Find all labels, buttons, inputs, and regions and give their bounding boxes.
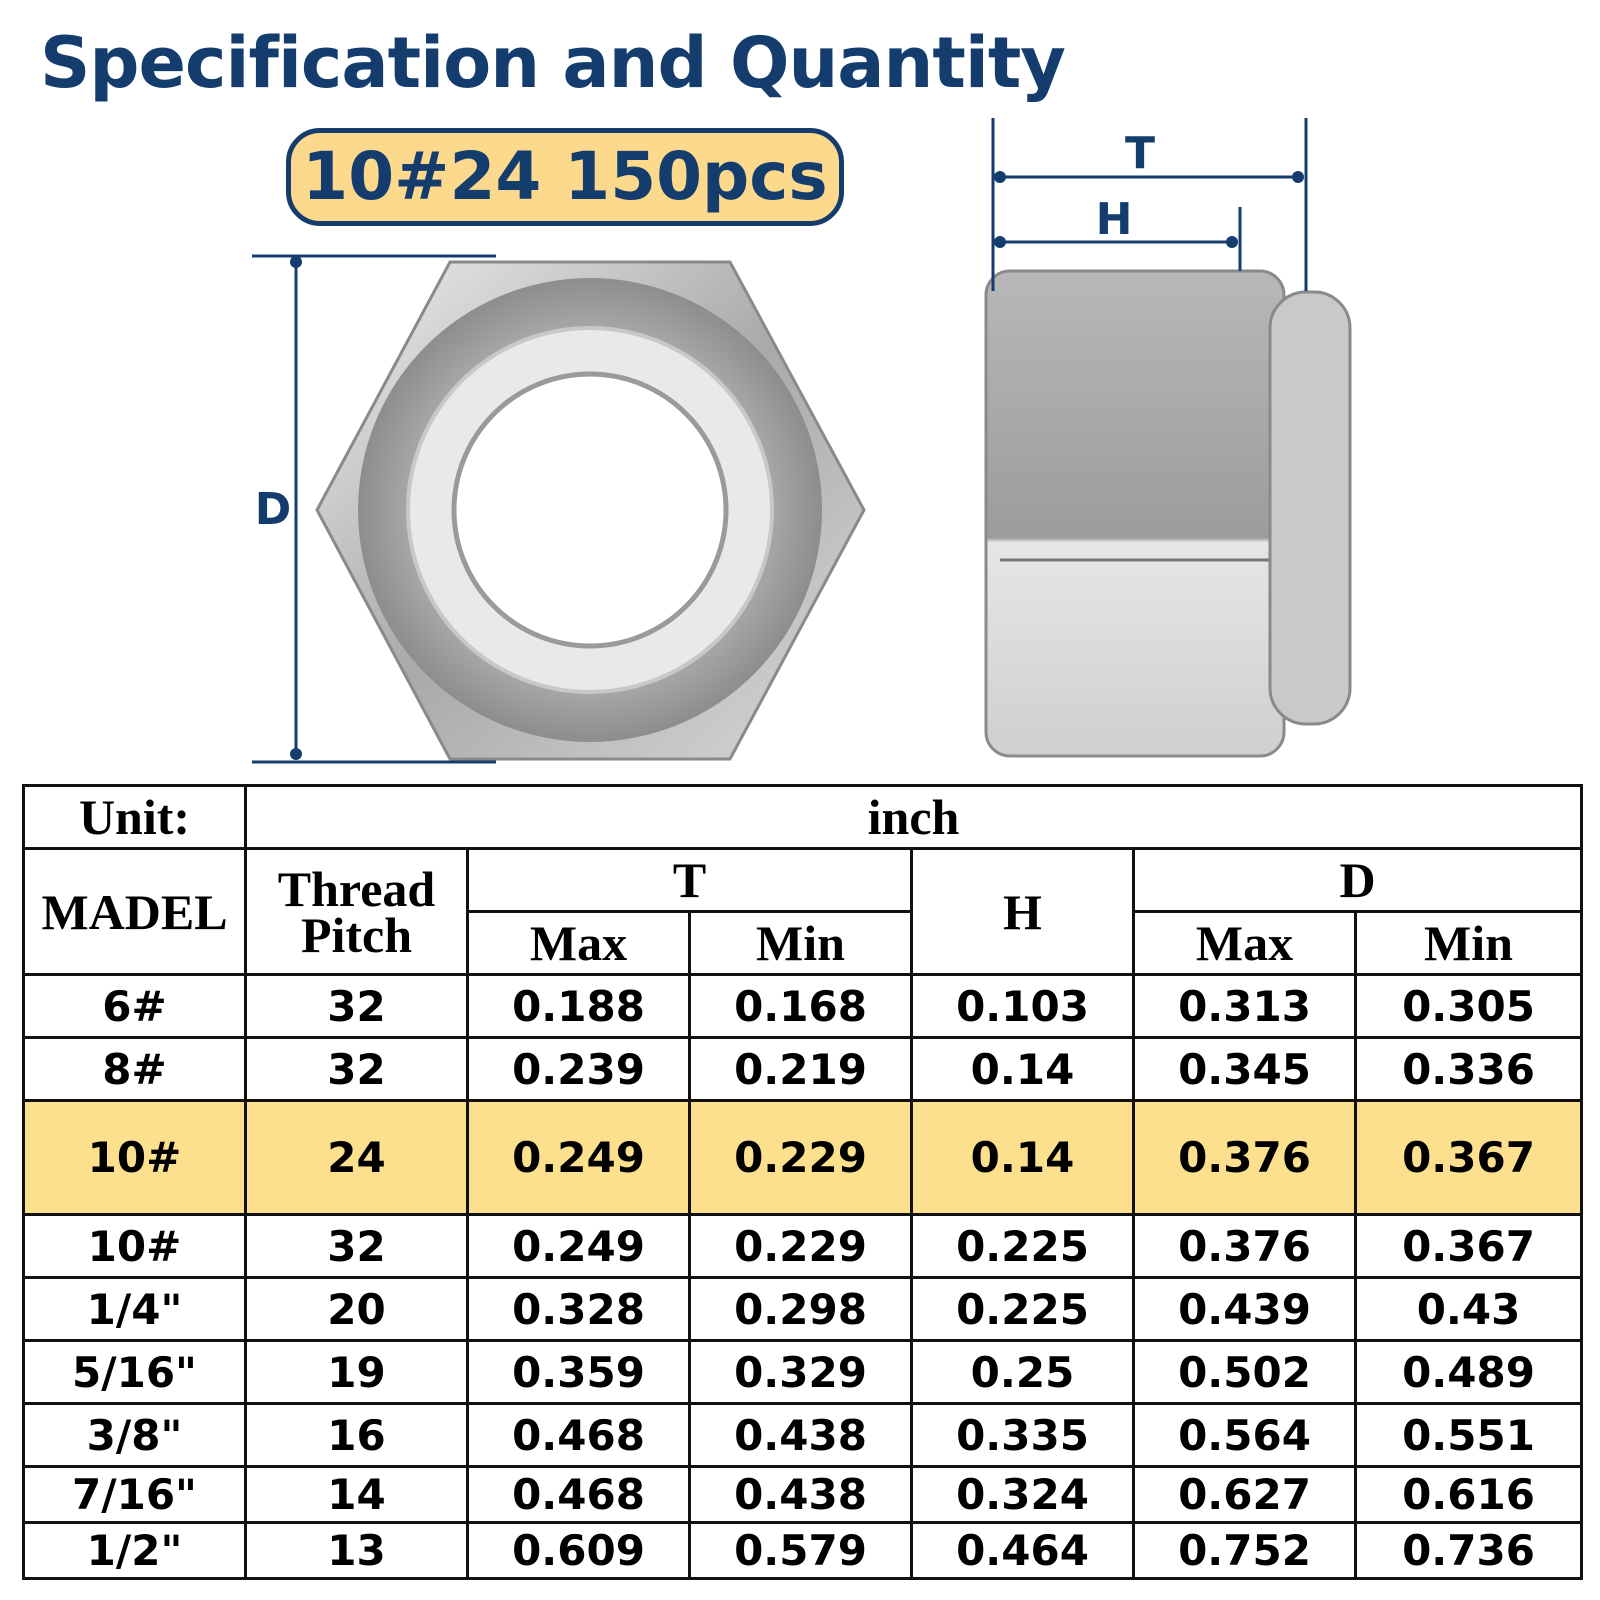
value-cell: 0.376 [1132, 1213, 1357, 1279]
value-cell: 0.345 [1132, 1036, 1357, 1102]
model-cell: 6# [22, 973, 247, 1039]
value-cell: 0.502 [1132, 1339, 1357, 1405]
data-row: 10# 32 0.249 0.229 0.225 0.376 0.367 [22, 1213, 1584, 1279]
model-cell: 8# [22, 1036, 247, 1102]
value-cell: 0.229 [688, 1213, 913, 1279]
badge: 10#24 150pcs [286, 128, 844, 226]
value-cell: 0.225 [910, 1276, 1135, 1342]
value-cell: 0.335 [910, 1402, 1135, 1468]
header: Max [1132, 910, 1357, 976]
header-row: Max Min Max Min [24, 910, 1584, 976]
header: MADEL [22, 847, 247, 976]
value-cell: 0.225 [910, 1213, 1135, 1279]
value-cell: 32 [244, 1213, 469, 1279]
value-cell: 0.367 [1353, 1213, 1584, 1279]
value-cell: 0.564 [1132, 1402, 1357, 1468]
value-cell: 0.468 [466, 1402, 691, 1468]
value-cell: 13 [244, 1521, 469, 1580]
model-cell: 1/4" [22, 1276, 247, 1342]
value-cell: 0.328 [466, 1276, 691, 1342]
data-row: 6# 32 0.188 0.168 0.103 0.313 0.305 [22, 973, 1584, 1039]
value-cell: 0.298 [688, 1276, 913, 1342]
value-cell: 0.439 [1132, 1276, 1357, 1342]
value-cell: 0.367 [1353, 1099, 1584, 1216]
spec-table: Unit: inch MADEL Thread Pitch T H D Max … [22, 784, 1584, 1580]
dimension-dots [290, 171, 1304, 760]
value-cell: 0.438 [688, 1465, 913, 1524]
value-cell: 0.359 [466, 1339, 691, 1405]
header: Min [1353, 910, 1584, 976]
value-cell: 0.249 [466, 1099, 691, 1216]
value-cell: 0.168 [688, 973, 913, 1039]
value-cell: 0.249 [466, 1213, 691, 1279]
title: Specification and Quantity [40, 22, 1066, 104]
model-cell: 5/16" [22, 1339, 247, 1405]
unit-row: Unit: inch [22, 784, 1584, 850]
value-cell: 0.464 [910, 1521, 1135, 1580]
header: D [1131, 847, 1584, 913]
illustration: D T H [252, 118, 1352, 764]
model-cell: 1/2" [22, 1521, 247, 1580]
data-row: 3/8" 16 0.468 0.438 0.335 0.564 0.551 [22, 1402, 1584, 1468]
nut-side-collar [1268, 290, 1352, 726]
value-cell: 0.329 [688, 1339, 913, 1405]
value-cell: 0.313 [1132, 973, 1357, 1039]
value-cell: 32 [244, 1036, 469, 1102]
header: Min [688, 910, 913, 976]
data-row: 7/16" 14 0.468 0.438 0.324 0.627 0.616 [22, 1465, 1584, 1524]
value-cell: 0.752 [1132, 1521, 1357, 1580]
value-cell: 0.438 [688, 1402, 913, 1468]
value-cell: 20 [244, 1276, 469, 1342]
value-cell: 0.609 [466, 1521, 691, 1580]
value-cell: 0.489 [1353, 1339, 1584, 1405]
value-cell: 0.468 [466, 1465, 691, 1524]
value-cell: 0.43 [1353, 1276, 1584, 1342]
value-cell: 0.305 [1353, 973, 1584, 1039]
unit-label: Unit: [22, 784, 247, 850]
header: Max [466, 910, 691, 976]
nut-side-body [984, 269, 1286, 758]
value-cell: 14 [244, 1465, 469, 1524]
value-cell: 0.14 [910, 1099, 1135, 1216]
value-cell: 0.336 [1353, 1036, 1584, 1102]
value-cell: 0.579 [688, 1521, 913, 1580]
header: T [466, 847, 913, 913]
value-cell: 0.188 [466, 973, 691, 1039]
value-cell: 24 [244, 1099, 469, 1216]
data-row: 1/4" 20 0.328 0.298 0.225 0.439 0.43 [22, 1276, 1584, 1342]
data-row: 5/16" 19 0.359 0.329 0.25 0.502 0.489 [22, 1339, 1584, 1405]
value-cell: 0.239 [466, 1036, 691, 1102]
data-row: 10# 24 0.249 0.229 0.14 0.376 0.367 [22, 1099, 1584, 1216]
value-cell: 32 [244, 973, 469, 1039]
value-cell: 16 [244, 1402, 469, 1468]
model-cell: 7/16" [22, 1465, 247, 1524]
value-cell: 0.324 [910, 1465, 1135, 1524]
dim-label: T [1125, 128, 1155, 179]
value-cell: 0.103 [910, 973, 1135, 1039]
dimension-lines [252, 118, 1308, 764]
value-cell: 0.551 [1353, 1402, 1584, 1468]
header: Thread Pitch [244, 847, 469, 976]
dim-label: H [1096, 194, 1133, 245]
value-cell: 0.627 [1132, 1465, 1357, 1524]
model-cell: 3/8" [22, 1402, 247, 1468]
value-cell: 0.616 [1353, 1465, 1584, 1524]
header-row: MADEL Thread Pitch T H D [22, 847, 1584, 976]
header: H [910, 847, 1135, 976]
nut-hole [451, 371, 729, 649]
data-row: 1/2" 13 0.609 0.579 0.464 0.752 0.736 [22, 1521, 1584, 1580]
data-row: 8# 32 0.239 0.219 0.14 0.345 0.336 [22, 1036, 1584, 1102]
value-cell: 0.376 [1132, 1099, 1357, 1216]
value-cell: 19 [244, 1339, 469, 1405]
dim-label: D [255, 484, 292, 535]
value-cell: 0.229 [688, 1099, 913, 1216]
value-cell: 0.219 [688, 1036, 913, 1102]
value-cell: 0.736 [1353, 1521, 1584, 1580]
unit: inch [243, 784, 1584, 850]
value-cell: 0.25 [910, 1339, 1135, 1405]
model-cell: 10# [22, 1099, 247, 1216]
value-cell: 0.14 [910, 1036, 1135, 1102]
model-cell: 10# [22, 1213, 247, 1279]
